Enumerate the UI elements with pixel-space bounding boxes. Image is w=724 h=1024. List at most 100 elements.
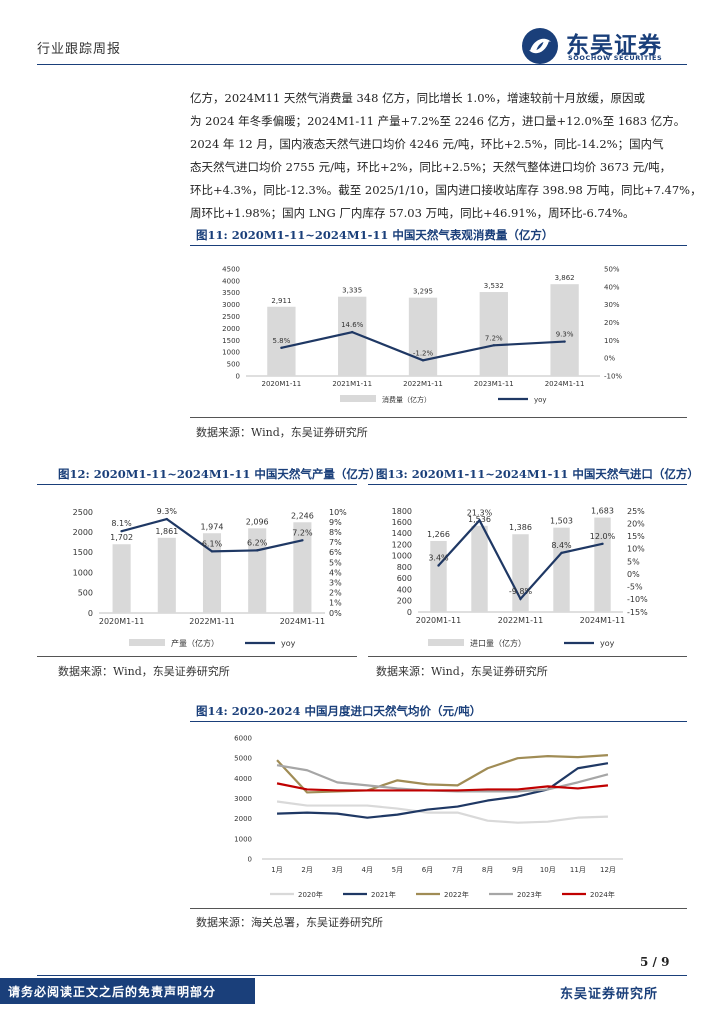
left-axis-tick: 1000 — [73, 568, 93, 577]
right-axis-tick: 20% — [627, 519, 645, 528]
bar — [430, 540, 447, 612]
month-label: 4月 — [362, 866, 373, 874]
bar-label: 1,266 — [427, 530, 450, 539]
yoy-point — [437, 564, 440, 567]
bar-label: 1,974 — [201, 522, 224, 531]
legend-bar-label: 消费量（亿方） — [382, 395, 431, 404]
yoy-label: -1.2% — [413, 349, 434, 357]
category-label: 2020M1-11 — [416, 616, 461, 625]
right-axis-tick: 20% — [604, 319, 620, 327]
category-label: 2024M1-11 — [280, 617, 325, 626]
yoy-label: 9.3% — [556, 331, 574, 339]
legend-label: 2022年 — [444, 890, 469, 899]
right-axis-tick: 1% — [329, 599, 342, 608]
fig14-chart: 0 1000 2000 3000 4000 5000 6000 1月 2月 3月 4月 5月 6月 7月 8… — [234, 734, 623, 899]
yoy-point — [256, 549, 259, 552]
right-axis-tick: -10% — [627, 595, 648, 604]
left-axis-tick: 500 — [227, 361, 240, 369]
fig12-bottom-rule — [37, 656, 357, 657]
left-axis-tick: 4500 — [222, 265, 240, 273]
bar-label: 1,386 — [509, 523, 532, 532]
month-label: 2月 — [301, 866, 312, 874]
category-label: 2021M1-11 — [332, 380, 372, 388]
series-line — [276, 754, 609, 794]
bar-label: 3,532 — [484, 282, 504, 290]
yoy-point — [120, 529, 123, 533]
right-axis-tick: 30% — [604, 301, 620, 309]
y-axis-tick: 0 — [248, 855, 252, 863]
yoy-point — [601, 542, 604, 546]
month-label: 12月 — [600, 866, 616, 874]
bar-label: 1,861 — [155, 527, 178, 536]
series-line — [276, 800, 608, 824]
fig12-title: 图12: 2020M1-11~2024M1-11 中国天然气产量（亿方） — [58, 467, 381, 481]
fig11-chart: 0 500 1000 1500 2000 2500 3000 3500 4000 4500 -10%… — [222, 265, 622, 404]
fig12-top-rule — [37, 484, 357, 485]
month-label: 5月 — [392, 866, 403, 874]
left-axis-tick: 1800 — [392, 507, 412, 516]
yoy-point — [280, 346, 283, 350]
month-label: 7月 — [452, 866, 463, 874]
paragraph-line: 亿方，2024M11 天然气消费量 348 亿方，同比增长 1.0%，增速较前十… — [190, 91, 645, 105]
right-axis-tick: 0% — [627, 570, 640, 579]
right-axis-tick: 8% — [329, 528, 342, 537]
right-axis-tick: 4% — [329, 568, 342, 577]
month-label: 6月 — [422, 866, 433, 874]
right-axis-tick: 50% — [604, 265, 620, 273]
right-axis-tick: 10% — [329, 508, 347, 517]
fig12-source: 数据来源：Wind，东吴证券研究所 — [58, 665, 230, 678]
yoy-point — [351, 330, 354, 334]
fig13-chart: 0 200 400 600 800 1000 1200 1400 1600 1800 -15% -10… — [392, 507, 648, 648]
left-axis-tick: 3500 — [222, 289, 240, 297]
page-number: 5 / 9 — [640, 955, 670, 969]
bar — [293, 522, 312, 613]
bar — [202, 533, 222, 613]
right-axis-tick: 6% — [329, 548, 342, 557]
yoy-point — [165, 517, 168, 521]
legend-label: 2020年 — [298, 890, 323, 899]
right-axis-tick: 0% — [329, 609, 342, 618]
yoy-label: 6.2% — [247, 538, 268, 547]
bar-label: 2,246 — [291, 511, 314, 520]
bar — [553, 527, 570, 612]
left-axis-tick: 1400 — [392, 529, 412, 538]
brand-logo: 东吴证券 SOOCHOW SECURITIES — [518, 26, 688, 66]
fig13-top-rule — [368, 484, 687, 485]
series-line — [276, 782, 609, 792]
yoy-point — [421, 359, 425, 362]
legend-line-label: yoy — [600, 639, 615, 648]
fig13-title: 图13: 2020M1-11~2024M1-11 中国天然气进口（亿方） — [376, 467, 699, 481]
left-axis-tick: 800 — [397, 563, 412, 572]
brand-logo-icon — [522, 28, 558, 64]
yoy-label: 5.8% — [273, 337, 291, 345]
bar — [479, 292, 508, 376]
left-axis-tick: 1200 — [392, 540, 412, 549]
disclaimer-bar — [0, 978, 255, 1004]
yoy-label: 3.4% — [428, 554, 449, 563]
right-axis-tick: 0% — [604, 355, 615, 363]
bar-label: 1,683 — [591, 507, 614, 516]
fig11-top-rule — [190, 245, 687, 246]
bar — [157, 537, 176, 613]
left-axis-tick: 500 — [78, 589, 93, 598]
footer-divider — [37, 975, 687, 976]
body-paragraph: 亿方，2024M11 天然气消费量 348 亿方，同比增长 1.0%，增速较前十… — [190, 87, 702, 225]
paragraph-line: 为 2024 年冬季偏暖；2024M1-11 产量+7.2%至 2246 亿方，… — [190, 114, 686, 128]
y-axis-tick: 2000 — [234, 815, 252, 823]
month-label: 9月 — [512, 866, 523, 874]
yoy-point — [210, 550, 214, 553]
y-axis-tick: 4000 — [234, 775, 252, 783]
right-axis-tick: 25% — [627, 507, 645, 516]
left-axis-tick: 600 — [397, 574, 412, 583]
category-label: 2022M1-11 — [498, 616, 543, 625]
bar-label: 2,096 — [246, 517, 269, 526]
left-axis-tick: 400 — [397, 585, 412, 594]
fig11-bottom-rule — [190, 417, 687, 418]
bar-label: 3,335 — [342, 287, 362, 295]
yoy-label: 6.1% — [202, 539, 223, 548]
paragraph-line: 周环比+1.98%；国内 LNG 厂内库存 57.03 万吨，同比+46.91%… — [190, 206, 635, 220]
fig14-bottom-rule — [190, 908, 687, 909]
right-axis-tick: 9% — [329, 518, 342, 527]
fig14-top-rule — [190, 721, 687, 722]
right-axis-tick: 40% — [604, 283, 620, 291]
